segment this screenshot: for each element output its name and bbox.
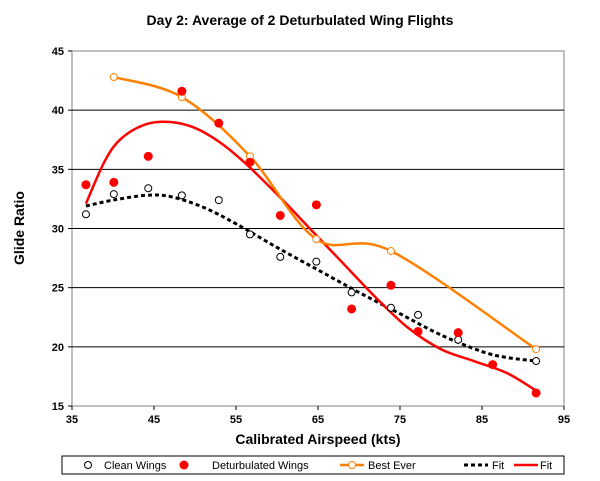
data-point <box>386 303 395 312</box>
data-point <box>245 230 254 239</box>
legend-box <box>61 455 565 475</box>
legend-label: Best Ever <box>368 460 416 472</box>
data-point <box>144 184 153 193</box>
legend-item: Fit <box>464 460 504 472</box>
y-tick-label: 35 <box>52 164 64 176</box>
chart-title: Day 2: Average of 2 Deturbulated Wing Fl… <box>147 12 454 28</box>
data-point <box>454 335 463 344</box>
legend-label: Clean Wings <box>104 460 167 472</box>
legend-label: Deturbulated Wings <box>212 460 309 472</box>
legend-label: Fit <box>540 460 552 472</box>
data-point <box>532 345 541 354</box>
data-point <box>109 190 118 199</box>
gridlines <box>68 50 565 410</box>
legend-item: Deturbulated Wings <box>179 460 309 472</box>
x-tick-label: 55 <box>230 414 242 426</box>
data-point <box>488 360 498 370</box>
y-tick-label: 45 <box>52 46 64 58</box>
data-point <box>347 288 356 297</box>
y-axis-title: Glide Ratio <box>11 191 27 265</box>
data-point <box>532 357 541 366</box>
legend-item: Best Ever <box>340 460 416 472</box>
series-layer <box>81 73 541 398</box>
data-point <box>414 310 423 319</box>
y-tick-label: 25 <box>52 283 64 295</box>
data-point <box>109 177 119 187</box>
data-point <box>312 257 321 266</box>
series-best-ever-2 <box>109 73 541 354</box>
data-point <box>177 191 186 200</box>
x-tick-label: 45 <box>148 414 160 426</box>
data-point <box>531 388 541 398</box>
series-fit-3 <box>85 193 537 363</box>
legend-marker <box>348 461 356 469</box>
y-tick-labels: 15 20 25 30 35 40 45 <box>52 46 64 413</box>
series-clean-wings-0 <box>81 184 541 366</box>
x-tick-label: 95 <box>558 414 570 426</box>
x-tick-label: 65 <box>312 414 324 426</box>
data-point <box>81 210 90 219</box>
data-point <box>386 246 395 255</box>
legend-item: Clean Wings <box>84 460 167 472</box>
data-point <box>143 151 153 161</box>
legend-label: Fit <box>492 460 504 472</box>
x-tick-label: 75 <box>394 414 406 426</box>
data-point <box>453 328 463 338</box>
data-point <box>386 280 396 290</box>
series-deturbulated-wings-1 <box>81 86 541 398</box>
legend-item: Fit <box>514 460 552 472</box>
x-axis-title: Calibrated Airspeed (kts) <box>235 431 400 447</box>
y-tick-label: 40 <box>52 105 64 117</box>
x-tick-labels: 35 45 55 65 75 85 95 <box>66 414 570 426</box>
legend: Clean Wings Deturbulated Wings Best Ever Fi… <box>61 455 565 475</box>
y-tick-label: 15 <box>52 401 64 413</box>
y-tick-label: 20 <box>52 342 64 354</box>
data-point <box>413 326 423 336</box>
series-line <box>85 193 537 363</box>
x-tick-label: 35 <box>66 414 78 426</box>
data-point <box>245 157 255 167</box>
data-point <box>347 304 357 314</box>
data-point <box>276 252 285 261</box>
legend-marker <box>179 460 189 470</box>
data-point <box>311 200 321 210</box>
data-point <box>177 86 187 96</box>
data-point <box>81 180 91 190</box>
data-point <box>312 235 321 244</box>
legend-marker <box>84 461 92 469</box>
data-point <box>214 196 223 205</box>
data-point <box>214 118 224 128</box>
data-point <box>109 73 118 82</box>
y-tick-label: 30 <box>52 224 64 236</box>
x-tick-label: 85 <box>476 414 488 426</box>
data-point <box>275 210 285 220</box>
